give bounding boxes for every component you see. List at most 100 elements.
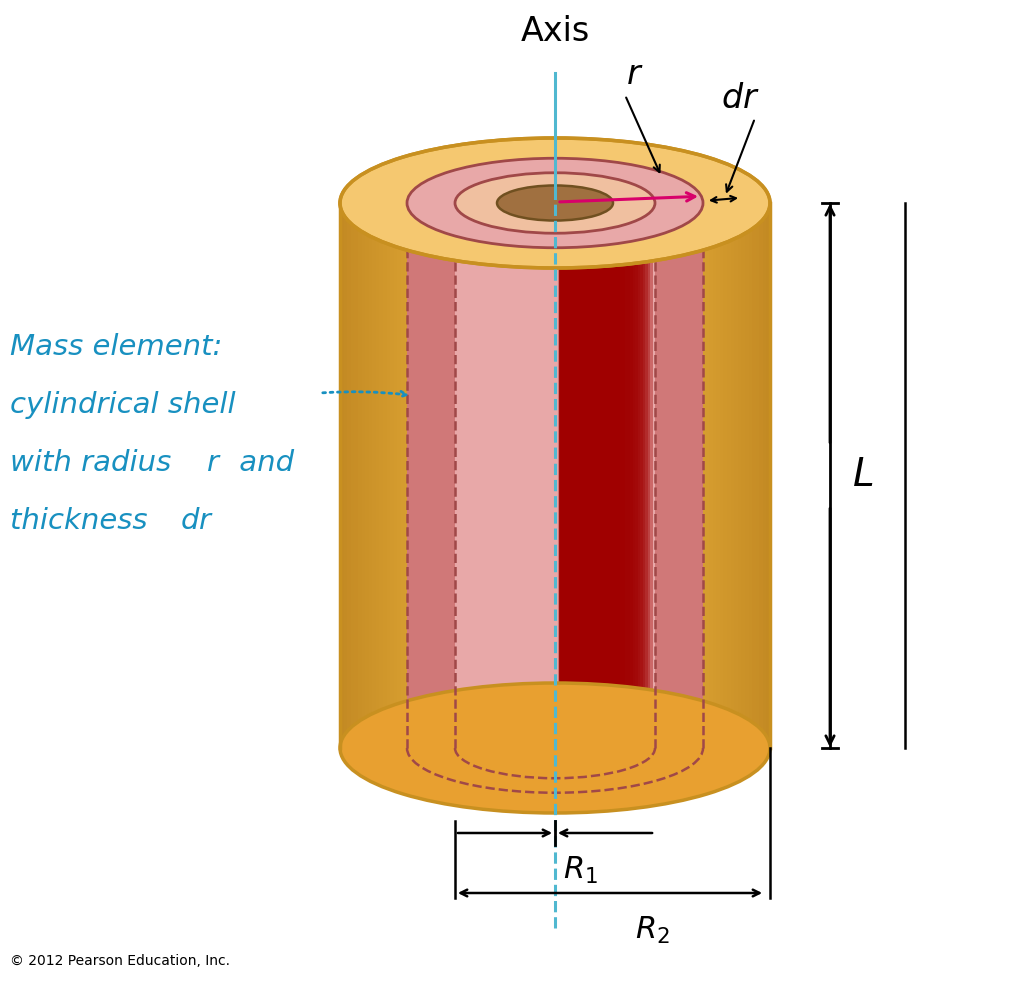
Polygon shape	[560, 203, 645, 748]
Polygon shape	[390, 203, 394, 748]
Polygon shape	[394, 203, 397, 748]
Polygon shape	[397, 203, 401, 748]
Polygon shape	[559, 203, 600, 748]
Polygon shape	[620, 203, 623, 748]
Polygon shape	[559, 203, 633, 748]
Polygon shape	[605, 203, 608, 748]
Polygon shape	[354, 203, 358, 748]
Polygon shape	[487, 203, 490, 748]
Polygon shape	[366, 203, 369, 748]
Polygon shape	[383, 203, 387, 748]
Polygon shape	[344, 203, 347, 748]
Polygon shape	[559, 203, 607, 748]
Polygon shape	[455, 203, 459, 748]
Polygon shape	[401, 203, 404, 748]
Polygon shape	[559, 203, 623, 748]
Polygon shape	[361, 203, 366, 748]
Ellipse shape	[455, 173, 655, 233]
Polygon shape	[559, 203, 615, 748]
Polygon shape	[687, 203, 691, 748]
Polygon shape	[648, 203, 651, 748]
Polygon shape	[423, 203, 426, 748]
Ellipse shape	[340, 138, 770, 268]
Polygon shape	[483, 203, 487, 748]
Polygon shape	[452, 203, 455, 748]
Polygon shape	[749, 203, 752, 748]
Polygon shape	[723, 203, 727, 748]
Polygon shape	[560, 203, 640, 748]
Text: $L$: $L$	[852, 456, 873, 494]
Polygon shape	[713, 203, 716, 748]
Polygon shape	[752, 203, 756, 748]
Polygon shape	[373, 203, 376, 748]
Polygon shape	[358, 203, 361, 748]
Polygon shape	[666, 203, 670, 748]
Polygon shape	[559, 203, 635, 748]
Text: $r$: $r$	[206, 449, 221, 477]
Polygon shape	[766, 203, 770, 748]
Polygon shape	[407, 203, 455, 748]
Polygon shape	[701, 203, 706, 748]
Polygon shape	[404, 203, 409, 748]
Polygon shape	[559, 203, 628, 748]
Polygon shape	[351, 203, 354, 748]
Polygon shape	[340, 203, 770, 748]
Polygon shape	[559, 203, 638, 748]
Polygon shape	[763, 203, 766, 748]
Text: and: and	[230, 449, 294, 477]
Text: with radius: with radius	[10, 449, 180, 477]
Polygon shape	[698, 203, 701, 748]
Text: Axis: Axis	[520, 15, 590, 48]
Polygon shape	[737, 203, 741, 748]
Polygon shape	[502, 203, 505, 748]
Polygon shape	[658, 203, 663, 748]
Polygon shape	[387, 203, 390, 748]
Polygon shape	[559, 203, 630, 748]
Polygon shape	[651, 203, 655, 748]
Text: cylindrical shell: cylindrical shell	[10, 391, 236, 419]
Polygon shape	[369, 203, 373, 748]
Polygon shape	[466, 203, 469, 748]
Polygon shape	[440, 203, 444, 748]
Polygon shape	[673, 203, 677, 748]
Polygon shape	[734, 203, 737, 748]
Polygon shape	[612, 203, 615, 748]
Polygon shape	[560, 203, 642, 748]
Polygon shape	[559, 203, 617, 748]
Polygon shape	[495, 203, 498, 748]
Text: $dr$: $dr$	[180, 507, 214, 535]
Polygon shape	[455, 203, 655, 748]
Polygon shape	[720, 203, 723, 748]
Polygon shape	[433, 203, 437, 748]
Text: $R_2$: $R_2$	[635, 915, 670, 946]
Polygon shape	[559, 203, 612, 748]
Text: $r$: $r$	[627, 58, 644, 91]
Polygon shape	[380, 203, 383, 748]
Polygon shape	[655, 203, 703, 748]
Polygon shape	[459, 203, 462, 748]
Polygon shape	[730, 203, 734, 748]
Polygon shape	[637, 203, 641, 748]
Polygon shape	[559, 203, 620, 748]
Polygon shape	[634, 203, 637, 748]
Text: thickness: thickness	[10, 507, 157, 535]
Polygon shape	[623, 203, 627, 748]
Polygon shape	[641, 203, 644, 748]
Polygon shape	[419, 203, 423, 748]
Ellipse shape	[497, 186, 613, 220]
Polygon shape	[677, 203, 680, 748]
Polygon shape	[709, 203, 713, 748]
Polygon shape	[558, 203, 595, 748]
Polygon shape	[716, 203, 720, 748]
Polygon shape	[490, 203, 495, 748]
Text: $R_1$: $R_1$	[563, 855, 598, 886]
Polygon shape	[630, 203, 634, 748]
Polygon shape	[706, 203, 709, 748]
Polygon shape	[608, 203, 612, 748]
Polygon shape	[560, 203, 650, 748]
Polygon shape	[347, 203, 351, 748]
Polygon shape	[663, 203, 666, 748]
Polygon shape	[559, 203, 610, 748]
Polygon shape	[476, 203, 480, 748]
Polygon shape	[412, 203, 416, 748]
